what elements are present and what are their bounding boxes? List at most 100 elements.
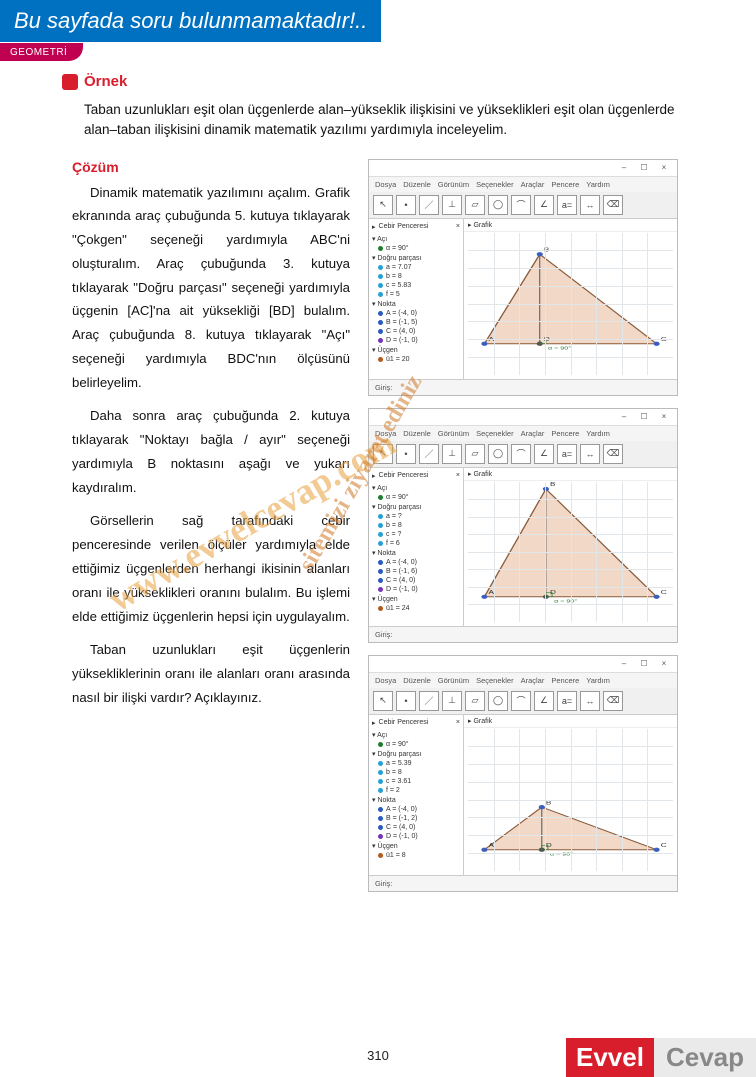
minimize-button[interactable]: – <box>615 162 633 174</box>
maximize-button[interactable]: ☐ <box>635 658 653 670</box>
toolbar-button[interactable]: ▱ <box>465 195 485 215</box>
algebra-row[interactable]: ü1 = 8 <box>372 851 460 860</box>
algebra-row[interactable]: a = ? <box>372 512 460 521</box>
toolbar-button[interactable]: a= <box>557 691 577 711</box>
menu-item[interactable]: Yardım <box>586 429 610 438</box>
toolbar-button[interactable]: ∠ <box>534 195 554 215</box>
algebra-row[interactable]: b = 8 <box>372 768 460 777</box>
toolbar-button[interactable]: ◯ <box>488 691 508 711</box>
toolbar-button[interactable]: ／ <box>419 195 439 215</box>
graphics-canvas[interactable]: ABCDα = 90° <box>468 729 673 871</box>
menu-item[interactable]: Dosya <box>375 676 396 685</box>
menu-item[interactable]: Pencere <box>551 676 579 685</box>
algebra-row[interactable]: α = 90° <box>372 493 460 502</box>
algebra-row[interactable]: B = (-1, 2) <box>372 814 460 823</box>
algebra-row[interactable]: D = (-1, 0) <box>372 336 460 345</box>
menu-item[interactable]: Yardım <box>586 676 610 685</box>
toolbar-button[interactable]: ↔ <box>580 195 600 215</box>
toolbar-button[interactable]: ⊥ <box>442 444 462 464</box>
toolbar-button[interactable]: ⌒ <box>511 444 531 464</box>
algebra-section-header[interactable]: ▾ Nokta <box>372 299 460 309</box>
algebra-row[interactable]: A = (-4, 0) <box>372 309 460 318</box>
algebra-section-header[interactable]: ▾ Nokta <box>372 795 460 805</box>
toolbar-button[interactable]: ⌫ <box>603 195 623 215</box>
algebra-section-header[interactable]: ▾ Doğru parçası <box>372 502 460 512</box>
menu-item[interactable]: Düzenle <box>403 180 431 189</box>
algebra-row[interactable]: f = 6 <box>372 539 460 548</box>
algebra-row[interactable]: a = 5.39 <box>372 759 460 768</box>
close-button[interactable]: × <box>655 658 673 670</box>
algebra-row[interactable]: c = 3.61 <box>372 777 460 786</box>
maximize-button[interactable]: ☐ <box>635 162 653 174</box>
algebra-section-header[interactable]: ▾ Üçgen <box>372 841 460 851</box>
menu-item[interactable]: Yardım <box>586 180 610 189</box>
toolbar-button[interactable]: a= <box>557 195 577 215</box>
algebra-section-header[interactable]: ▾ Doğru parçası <box>372 253 460 263</box>
algebra-section-header[interactable]: ▾ Üçgen <box>372 594 460 604</box>
menu-item[interactable]: Görünüm <box>438 676 469 685</box>
toolbar-button[interactable]: • <box>396 195 416 215</box>
minimize-button[interactable]: – <box>615 411 633 423</box>
menu-item[interactable]: Pencere <box>551 429 579 438</box>
menu-item[interactable]: Görünüm <box>438 429 469 438</box>
input-bar[interactable]: Giriş: <box>369 875 677 891</box>
toolbar-button[interactable]: • <box>396 444 416 464</box>
algebra-row[interactable]: A = (-4, 0) <box>372 558 460 567</box>
graphics-canvas[interactable]: ABCDα = 90° <box>468 233 673 375</box>
algebra-row[interactable]: c = 5.83 <box>372 281 460 290</box>
algebra-row[interactable]: D = (-1, 0) <box>372 585 460 594</box>
algebra-row[interactable]: b = 8 <box>372 272 460 281</box>
menu-item[interactable]: Dosya <box>375 429 396 438</box>
toolbar-button[interactable]: ／ <box>419 444 439 464</box>
algebra-section-header[interactable]: ▾ Açı <box>372 730 460 740</box>
graphics-panel[interactable]: ▸ GrafikABCDα = 90° <box>464 468 677 626</box>
toolbar-button[interactable]: ⊥ <box>442 691 462 711</box>
menu-item[interactable]: Pencere <box>551 180 579 189</box>
toolbar-button[interactable]: ⌫ <box>603 691 623 711</box>
graphics-panel[interactable]: ▸ GrafikABCDα = 90° <box>464 715 677 875</box>
algebra-row[interactable]: ü1 = 20 <box>372 355 460 364</box>
menu-item[interactable]: Görünüm <box>438 180 469 189</box>
algebra-row[interactable]: C = (4, 0) <box>372 576 460 585</box>
maximize-button[interactable]: ☐ <box>635 411 653 423</box>
algebra-row[interactable]: α = 90° <box>372 244 460 253</box>
toolbar-button[interactable]: ⌫ <box>603 444 623 464</box>
toolbar-button[interactable]: a= <box>557 444 577 464</box>
minimize-button[interactable]: – <box>615 658 633 670</box>
menu-item[interactable]: Seçenekler <box>476 429 514 438</box>
algebra-row[interactable]: B = (-1, 5) <box>372 318 460 327</box>
toolbar-button[interactable]: ◯ <box>488 195 508 215</box>
toolbar-button[interactable]: ↖ <box>373 444 393 464</box>
algebra-row[interactable]: D = (-1, 0) <box>372 832 460 841</box>
algebra-section-header[interactable]: ▾ Doğru parçası <box>372 749 460 759</box>
algebra-row[interactable]: B = (-1, 6) <box>372 567 460 576</box>
toolbar-button[interactable]: ↖ <box>373 691 393 711</box>
algebra-row[interactable]: f = 2 <box>372 786 460 795</box>
algebra-section-header[interactable]: ▾ Nokta <box>372 548 460 558</box>
toolbar-button[interactable]: ◯ <box>488 444 508 464</box>
menu-item[interactable]: Seçenekler <box>476 676 514 685</box>
menu-item[interactable]: Araçlar <box>521 180 545 189</box>
algebra-section-header[interactable]: ▾ Üçgen <box>372 345 460 355</box>
input-bar[interactable]: Giriş: <box>369 379 677 395</box>
close-button[interactable]: × <box>655 162 673 174</box>
toolbar-button[interactable]: ↔ <box>580 444 600 464</box>
menu-item[interactable]: Araçlar <box>521 676 545 685</box>
algebra-row[interactable]: b = 8 <box>372 521 460 530</box>
algebra-row[interactable]: A = (-4, 0) <box>372 805 460 814</box>
toolbar-button[interactable]: ↔ <box>580 691 600 711</box>
toolbar-button[interactable]: ⌒ <box>511 691 531 711</box>
algebra-row[interactable]: α = 90° <box>372 740 460 749</box>
algebra-row[interactable]: a = 7.07 <box>372 263 460 272</box>
menu-item[interactable]: Düzenle <box>403 676 431 685</box>
toolbar-button[interactable]: ／ <box>419 691 439 711</box>
toolbar-button[interactable]: ▱ <box>465 691 485 711</box>
toolbar-button[interactable]: ∠ <box>534 691 554 711</box>
close-button[interactable]: × <box>655 411 673 423</box>
graphics-panel[interactable]: ▸ GrafikABCDα = 90° <box>464 219 677 379</box>
algebra-row[interactable]: C = (4, 0) <box>372 823 460 832</box>
input-bar[interactable]: Giriş: <box>369 626 677 642</box>
toolbar-button[interactable]: ∠ <box>534 444 554 464</box>
toolbar-button[interactable]: ⊥ <box>442 195 462 215</box>
menu-item[interactable]: Araçlar <box>521 429 545 438</box>
